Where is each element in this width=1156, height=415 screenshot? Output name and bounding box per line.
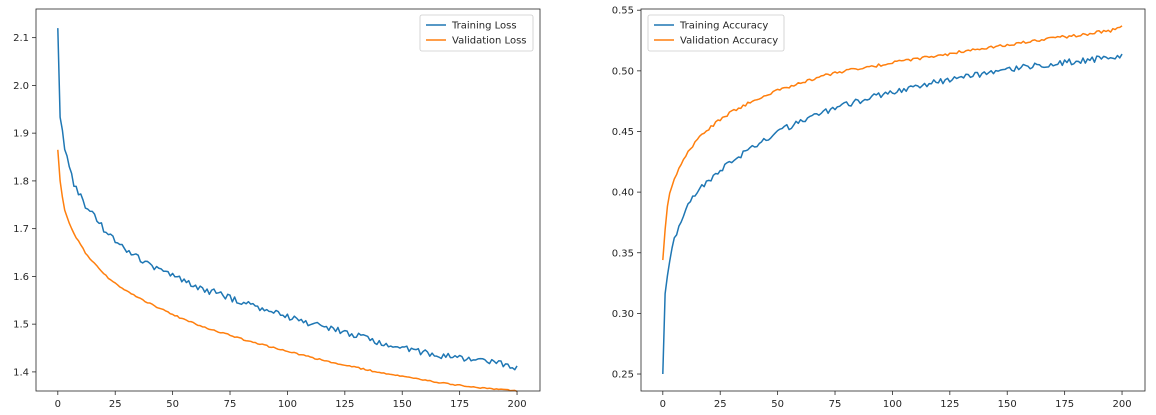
y-tick-label: 1.6 — [13, 272, 29, 283]
x-tick-label: 50 — [771, 399, 784, 410]
x-tick-label: 175 — [450, 399, 469, 410]
legend-box — [647, 14, 785, 52]
legend-label: Validation Accuracy — [680, 36, 778, 47]
x-tick-label: 125 — [940, 399, 959, 410]
legend: Training Accuracy Validation Accuracy — [647, 14, 785, 52]
x-tick-label: 150 — [998, 399, 1017, 410]
x-tick-label: 100 — [883, 399, 902, 410]
y-tick-label: 0.30 — [612, 309, 634, 320]
y-tick-label: 2.0 — [13, 81, 29, 92]
y-tick-label: 2.1 — [13, 33, 29, 44]
y-tick-label: 1.4 — [13, 367, 29, 378]
y-tick-label: 0.45 — [612, 127, 634, 138]
x-tick-label: 0 — [55, 399, 61, 410]
x-tick-label: 50 — [166, 399, 179, 410]
y-tick-label: 1.8 — [13, 176, 29, 187]
series-line-validation-loss — [57, 149, 518, 393]
y-tick-label: 0.25 — [612, 370, 634, 381]
x-tick-label: 25 — [109, 399, 122, 410]
y-tick-label: 0.35 — [612, 248, 634, 259]
y-tick-label: 0.40 — [612, 188, 634, 199]
y-tick-label: 1.9 — [13, 129, 29, 140]
x-tick-label: 150 — [393, 399, 412, 410]
y-tick-label: 0.55 — [612, 6, 634, 17]
x-tick-label: 175 — [1055, 399, 1074, 410]
x-tick-label: 125 — [335, 399, 354, 410]
y-tick-label: 1.5 — [13, 320, 29, 331]
legend-label: Training Loss — [451, 21, 517, 32]
legend-label: Training Accuracy — [679, 21, 768, 32]
x-tick-label: 0 — [660, 399, 666, 410]
x-tick-label: 25 — [714, 399, 727, 410]
x-tick-label: 75 — [829, 399, 842, 410]
series-line-validation-accuracy — [662, 25, 1123, 261]
x-tick-label: 200 — [1112, 399, 1131, 410]
accuracy-chart: 0 25 50 75 100 125 150 175 200 0.25 0.30 0.35 0.40 0.… — [612, 6, 1146, 410]
loss-chart: 0 25 50 75 100 125 150 175 200 1.4 1.5 1.6 1.7 1.8 1.9… — [13, 8, 541, 410]
y-tick-label: 0.50 — [612, 66, 634, 77]
y-tick-label: 1.7 — [13, 224, 29, 235]
axes-frame — [35, 8, 541, 392]
legend: Training Loss Validation Loss — [419, 14, 534, 52]
series-line-training-loss — [57, 28, 518, 371]
series-line-training-accuracy — [662, 53, 1123, 375]
axes-frame — [640, 8, 1146, 392]
legend-label: Validation Loss — [452, 36, 527, 47]
x-tick-label: 200 — [507, 399, 526, 410]
x-tick-label: 100 — [278, 399, 297, 410]
x-tick-label: 75 — [224, 399, 237, 410]
legend-box — [419, 14, 534, 52]
